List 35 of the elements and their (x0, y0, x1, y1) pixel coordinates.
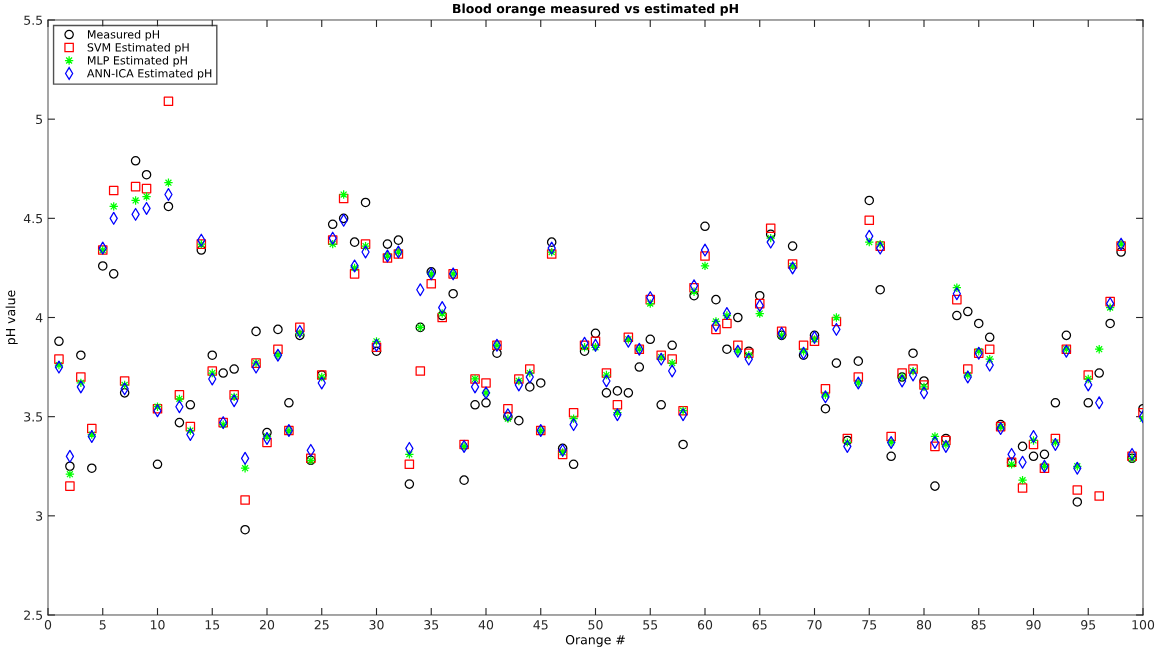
y-tick-label: 5 (36, 114, 43, 125)
x-tick-label: 80 (916, 620, 932, 630)
x-tick-label: 55 (643, 620, 658, 630)
x-tick-label: 85 (971, 620, 986, 630)
x-tick-label: 50 (588, 620, 603, 630)
x-tick-label: 60 (697, 620, 713, 630)
x-tick-label: 5 (99, 620, 106, 630)
legend-label: MLP Estimated pH (87, 55, 187, 67)
y-axis-title: pH value (5, 290, 18, 345)
legend-label: ANN-ICA Estimated pH (86, 68, 212, 80)
x-tick-label: 30 (369, 620, 384, 630)
x-tick-label: 100 (1132, 620, 1155, 630)
x-tick-label: 90 (1026, 620, 1041, 630)
legend-label: Measured pH (87, 30, 160, 41)
y-tick-label: 4.5 (23, 213, 43, 224)
x-tick-label: 20 (259, 620, 275, 630)
legend-label: SVM Estimated pH (87, 42, 189, 54)
x-tick-label: 0 (44, 620, 52, 630)
x-tick-label: 15 (205, 620, 220, 630)
x-tick-label: 65 (752, 620, 767, 630)
x-tick-label: 95 (1081, 620, 1096, 630)
x-tick-label: 45 (533, 620, 548, 630)
x-tick-label: 75 (862, 620, 877, 630)
x-tick-label: 40 (478, 620, 494, 630)
y-tick-label: 3 (36, 511, 43, 521)
x-tick-label: 25 (314, 620, 329, 630)
y-tick-label: 2.5 (24, 610, 43, 620)
y-tick-label: 4 (35, 313, 43, 323)
chart-title: Blood orange measured vs estimated pH (453, 3, 738, 16)
x-axis-title: Orange # (565, 634, 625, 647)
y-tick-label: 5.5 (24, 15, 43, 25)
x-tick-label: 10 (150, 620, 165, 630)
x-tick-label: 35 (424, 620, 439, 630)
y-tick-label: 3.5 (24, 412, 43, 422)
x-tick-label: 70 (807, 620, 822, 630)
